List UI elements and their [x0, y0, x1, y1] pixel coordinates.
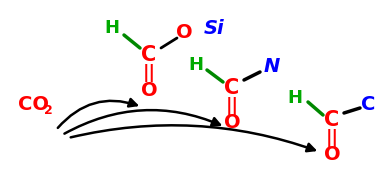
Text: Si: Si [204, 19, 225, 37]
Text: H: H [288, 89, 302, 107]
Text: ||: || [143, 64, 155, 82]
Text: O: O [176, 22, 192, 42]
Text: C: C [324, 110, 339, 130]
Text: C: C [141, 45, 156, 65]
Text: ||: || [325, 129, 339, 147]
Text: 2: 2 [44, 105, 53, 118]
Text: H: H [189, 56, 203, 74]
Text: H: H [104, 19, 119, 37]
Text: C: C [225, 78, 240, 98]
Text: O: O [324, 145, 340, 165]
Text: N: N [264, 57, 280, 75]
Text: O: O [224, 112, 240, 132]
Text: CO: CO [18, 96, 49, 114]
Text: O: O [141, 80, 157, 100]
Text: C: C [361, 96, 375, 114]
Text: ||: || [226, 97, 239, 115]
